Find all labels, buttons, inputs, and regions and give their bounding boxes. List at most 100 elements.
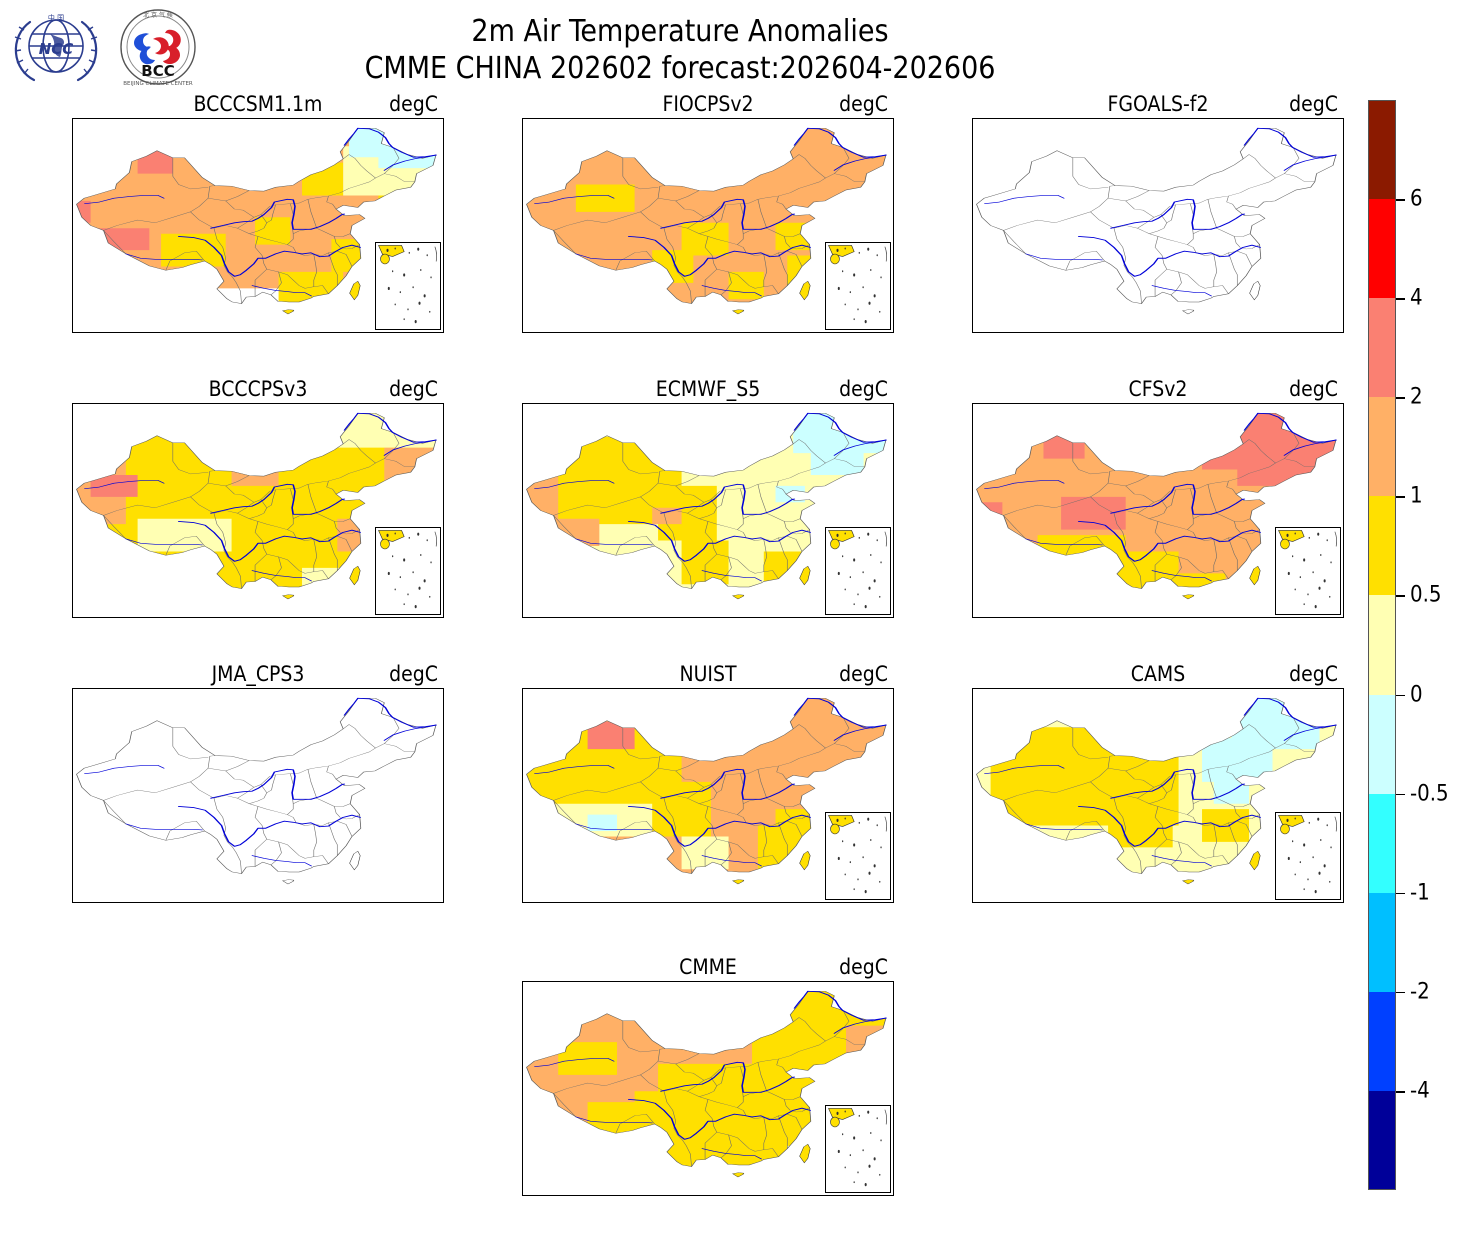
panel-unit-fgoalsf2: degC xyxy=(1289,92,1338,116)
map-axes-jmacps3[interactable]: 20N30N40N50N90E120E xyxy=(72,688,444,903)
map-axes-bccsm11m[interactable]: 20N30N40N50N90E120E xyxy=(72,118,444,333)
ytick xyxy=(1343,542,1344,543)
ytick xyxy=(893,1147,894,1148)
map-axes-fgoalsf2[interactable]: 20N30N40N50N90E120E xyxy=(972,118,1344,333)
ytick xyxy=(72,744,73,745)
panel-header-cams: CAMS degC xyxy=(972,662,1344,688)
xtick xyxy=(1073,118,1074,119)
xtick xyxy=(291,688,292,689)
xtick xyxy=(1280,118,1281,119)
xtick xyxy=(144,617,145,618)
xtick xyxy=(653,981,654,982)
ytick xyxy=(522,459,523,460)
colorbar-band-7 xyxy=(1368,793,1396,893)
panel-title-nuist: NUIST xyxy=(679,662,737,686)
xtick xyxy=(351,403,352,404)
ytick xyxy=(443,772,444,773)
xtick xyxy=(830,902,831,903)
xtick xyxy=(623,688,624,689)
river-layer xyxy=(984,127,1337,297)
map-axes-fiocpsv2[interactable]: 20N30N40N50N90E120E xyxy=(522,118,894,333)
colorbar-band-2 xyxy=(1368,298,1396,398)
map-axes-cmme[interactable]: 20N30N40N50N90E120E xyxy=(522,981,894,1196)
ytick xyxy=(893,1010,894,1011)
colorbar-band-10 xyxy=(1368,1090,1396,1190)
xtick xyxy=(801,118,802,119)
ytick xyxy=(1343,312,1344,313)
ytick xyxy=(972,827,973,828)
map-axes-nuist[interactable]: 20N30N40N50N90E120E xyxy=(522,688,894,903)
xtick xyxy=(203,332,204,333)
xtick xyxy=(535,688,536,689)
xtick xyxy=(351,688,352,689)
xtick xyxy=(439,332,440,333)
xtick xyxy=(801,403,802,404)
xtick xyxy=(741,902,742,903)
map-axes-cfsv2[interactable]: 20N30N40N50N90E120E xyxy=(972,403,1344,618)
colorbar-tick-0 xyxy=(1396,199,1405,201)
panel-cfsv2: CFSv2 degC20N30N40N50N90E120E xyxy=(972,377,1344,618)
colorbar-label-2: 2 xyxy=(1410,384,1423,410)
panel-header-fiocpsv2: FIOCPSv2 degC xyxy=(522,92,894,118)
xtick xyxy=(144,688,145,689)
ytick xyxy=(443,147,444,148)
ytick xyxy=(893,1175,894,1176)
xtick xyxy=(535,617,536,618)
xtick xyxy=(564,1195,565,1196)
ytick xyxy=(893,542,894,543)
xtick xyxy=(321,902,322,903)
xtick xyxy=(564,688,565,689)
ytick xyxy=(443,257,444,258)
xtick xyxy=(1310,332,1311,333)
xtick xyxy=(410,403,411,404)
xtick xyxy=(623,981,624,982)
xtick xyxy=(203,403,204,404)
xtick xyxy=(114,902,115,903)
ytick xyxy=(972,432,973,433)
panel-bccsm11m: BCCCSM1.1m degC20N30N40N50N90E120E xyxy=(72,92,444,333)
ytick xyxy=(972,569,973,570)
map-axes-cams[interactable]: 20N30N40N50N90E120E xyxy=(972,688,1344,903)
xtick xyxy=(801,1195,802,1196)
ytick xyxy=(1343,174,1344,175)
ytick xyxy=(443,459,444,460)
xtick xyxy=(114,332,115,333)
xtick xyxy=(1310,617,1311,618)
province-boundaries xyxy=(103,432,416,589)
xtick xyxy=(232,688,233,689)
map-axes-bcccpsv3[interactable]: 20N30N40N50N90E120E xyxy=(72,403,444,618)
svg-text:BEIJING CLIMATE CENTER: BEIJING CLIMATE CENTER xyxy=(123,81,193,87)
xtick xyxy=(623,332,624,333)
ytick xyxy=(72,432,73,433)
ytick xyxy=(522,827,523,828)
colorbar-tick-6 xyxy=(1396,793,1405,796)
ytick xyxy=(443,229,444,230)
xtick xyxy=(712,1195,713,1196)
xtick xyxy=(712,332,713,333)
xtick xyxy=(653,902,654,903)
colorbar[interactable]: 6 4 2 1 0.5 0 -0.5 -1 -2 -4 xyxy=(1368,100,1449,1190)
panel-unit-bcccpsv3: degC xyxy=(389,377,438,401)
xtick xyxy=(232,118,233,119)
xtick xyxy=(712,617,713,618)
xtick xyxy=(860,1195,861,1196)
ytick xyxy=(972,147,973,148)
ytick xyxy=(972,772,973,773)
xtick xyxy=(889,332,890,333)
ncc-logo: NCC 中 国 xyxy=(10,6,102,84)
xtick xyxy=(114,403,115,404)
island-layer xyxy=(732,850,811,885)
ytick xyxy=(522,717,523,718)
xtick xyxy=(173,118,174,119)
ytick xyxy=(522,284,523,285)
xtick xyxy=(232,332,233,333)
ytick xyxy=(72,854,73,855)
xtick xyxy=(741,617,742,618)
xtick xyxy=(682,981,683,982)
xtick xyxy=(439,902,440,903)
xtick xyxy=(771,617,772,618)
ytick xyxy=(1343,827,1344,828)
map-axes-ecmwfs5[interactable]: 20N30N40N50N90E120E xyxy=(522,403,894,618)
xtick xyxy=(623,1195,624,1196)
xtick xyxy=(1014,688,1015,689)
